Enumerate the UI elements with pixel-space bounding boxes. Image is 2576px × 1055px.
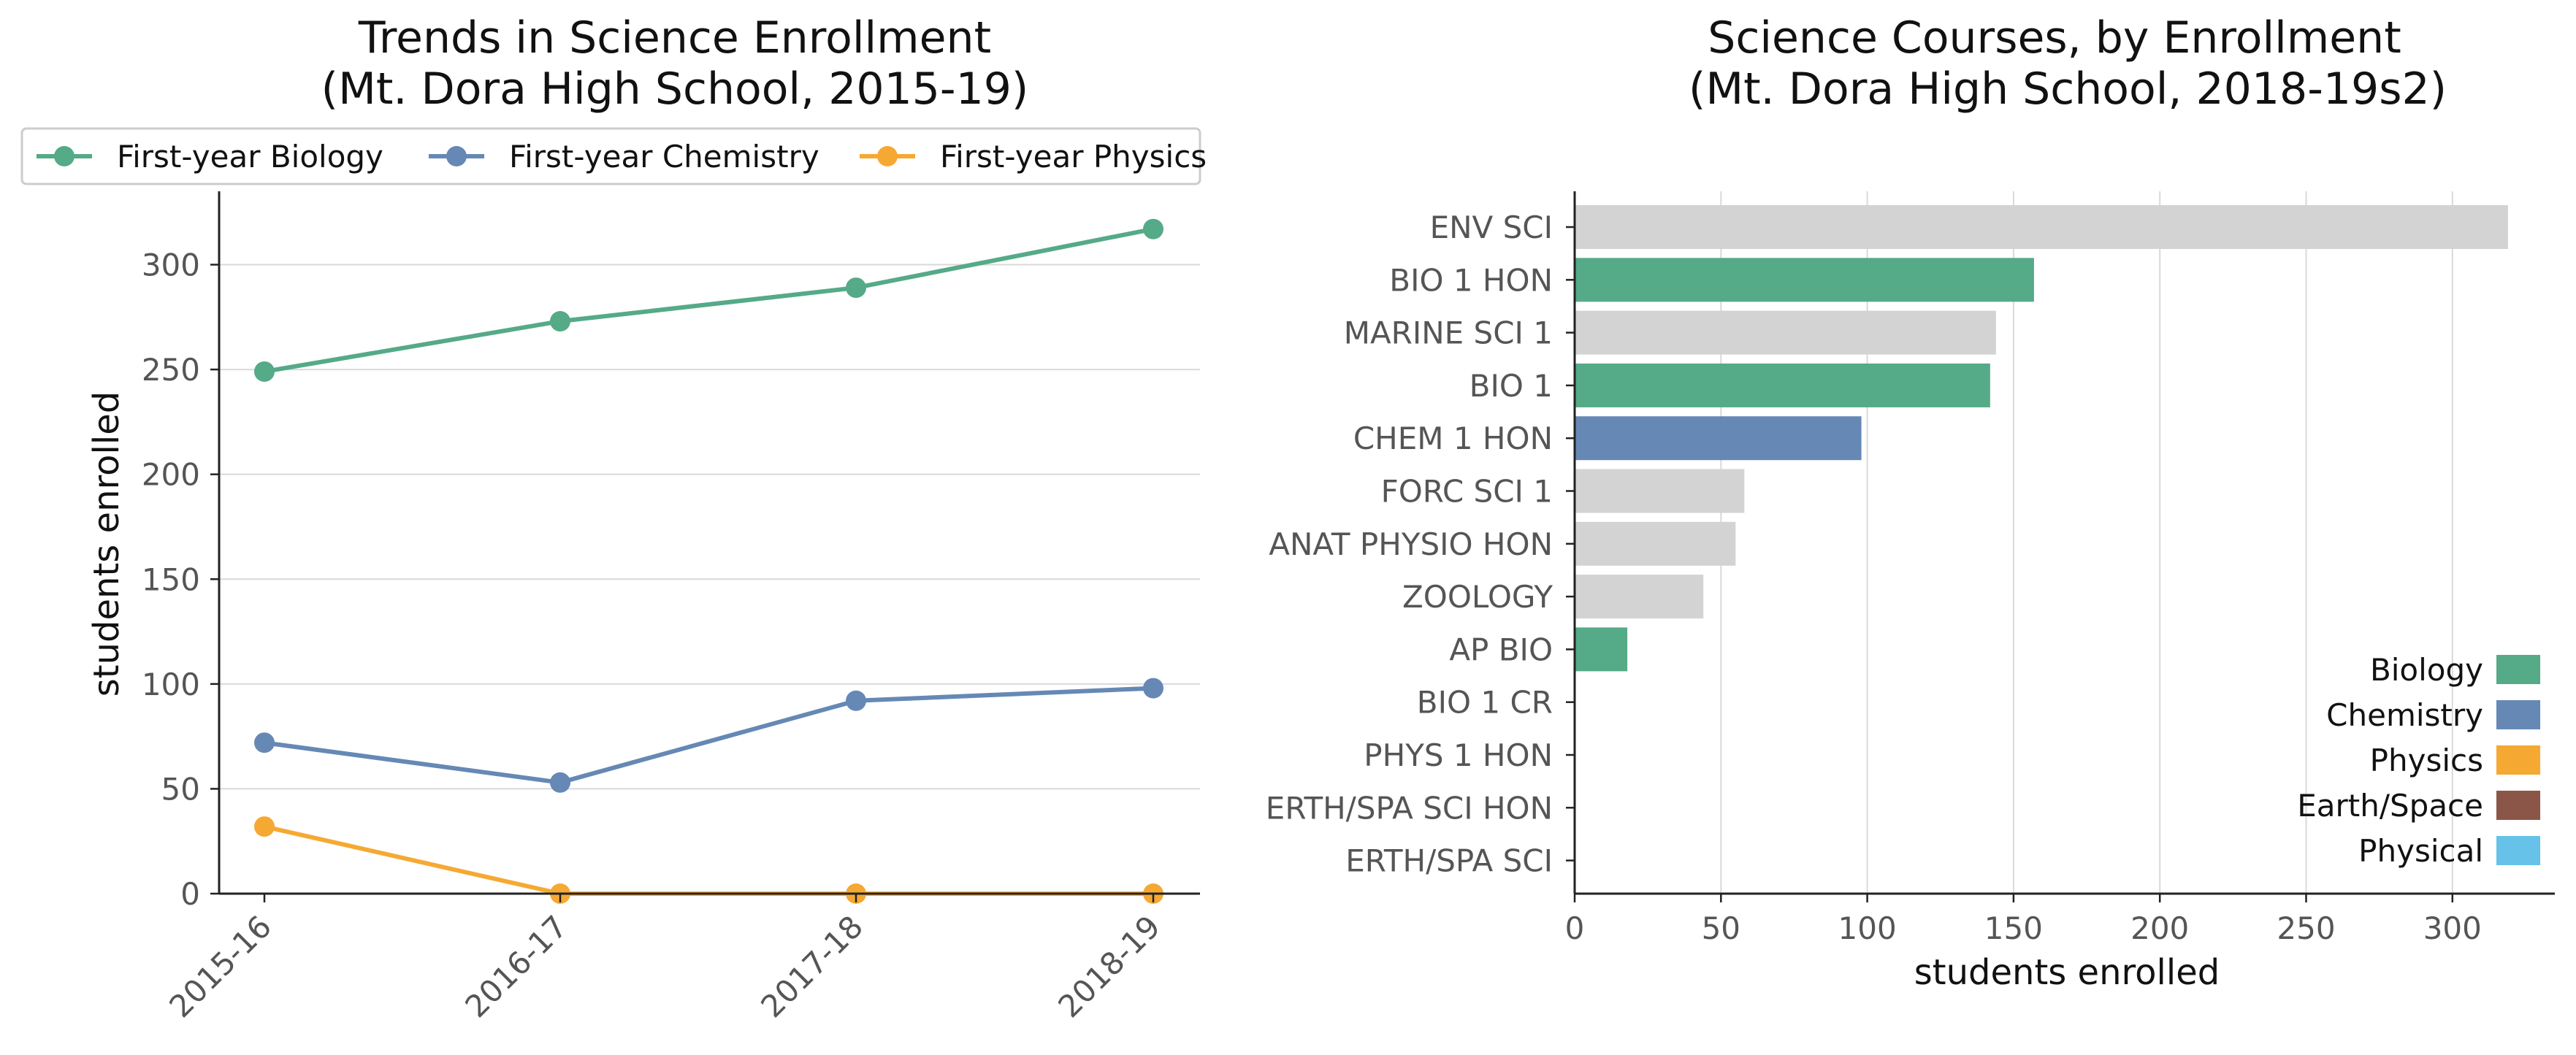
bar-ap-bio bbox=[1575, 627, 1628, 672]
right-x-tick-label: 150 bbox=[1984, 910, 2043, 946]
right-x-tick-label: 100 bbox=[1838, 910, 1897, 946]
right-category-label: CHEM 1 HON bbox=[1353, 421, 1553, 456]
left-x-tick-label: 2016-17 bbox=[458, 908, 574, 1024]
right-x-axis-label: students enrolled bbox=[1914, 952, 2220, 993]
legend-label-first-year-biology: First-year Biology bbox=[117, 139, 383, 174]
right-category-label: ERTH/SPA SCI bbox=[1345, 843, 1553, 879]
legend-label-physical: Physical bbox=[2358, 833, 2483, 869]
left-y-tick-label: 150 bbox=[142, 561, 200, 597]
left-legend-frame bbox=[20, 127, 1201, 185]
right-axes: 0 50 100 150 200 250 300 ENV SCI BIO 1 HON MARINE… bbox=[1266, 191, 2555, 946]
left-x-tick-label: 2017-18 bbox=[754, 908, 870, 1024]
data-point-first-year-chemistry bbox=[1143, 678, 1163, 699]
left-x-tick-label: 2018-19 bbox=[1051, 908, 1167, 1024]
legend-marker-first-year-physics bbox=[877, 146, 898, 166]
left-y-tick-label: 300 bbox=[142, 248, 200, 283]
data-point-first-year-biology bbox=[846, 277, 866, 299]
legend-label-physics: Physics bbox=[2370, 743, 2483, 778]
bar-chem-1-hon bbox=[1575, 416, 1862, 461]
left-axes: 0 50 100 150 200 250 300 2015-16 2016-17 2017-18 2… bbox=[142, 191, 1200, 1024]
right-category-label: ENV SCI bbox=[1430, 210, 1553, 245]
data-point-first-year-chemistry bbox=[846, 690, 866, 711]
enrollment-trends-chart: Trends in Science Enrollment (Mt. Dora H… bbox=[20, 12, 1207, 1024]
left-series bbox=[254, 218, 1163, 904]
right-category-label: BIO 1 HON bbox=[1389, 262, 1553, 298]
right-category-label: ZOOLOGY bbox=[1402, 579, 1553, 615]
legend-marker-first-year-chemistry bbox=[446, 146, 467, 166]
series-line-first-year-biology bbox=[264, 226, 1154, 374]
data-point-first-year-physics bbox=[254, 816, 275, 837]
right-chart-title-line2: (Mt. Dora High School, 2018-19s2) bbox=[1689, 64, 2447, 115]
legend-swatch-physical bbox=[2496, 836, 2540, 865]
legend-label-earth-space: Earth/Space bbox=[2297, 788, 2483, 824]
legend-marker-first-year-biology bbox=[54, 146, 74, 166]
right-x-tick-label: 50 bbox=[1702, 910, 1740, 946]
legend-label-first-year-physics: First-year Physics bbox=[940, 139, 1207, 174]
legend-label-first-year-chemistry: First-year Chemistry bbox=[509, 139, 819, 174]
left-legend: First-year Biology First-year Chemistry Fi… bbox=[20, 127, 1207, 185]
left-y-tick-label: 200 bbox=[142, 457, 200, 493]
left-grid bbox=[219, 264, 1200, 790]
left-x-tick-label: 2015-16 bbox=[162, 908, 278, 1024]
data-point-first-year-biology bbox=[254, 361, 275, 382]
right-category-label: FORC SCI 1 bbox=[1381, 474, 1553, 510]
legend-swatch-chemistry bbox=[2496, 700, 2540, 729]
right-x-tick-label: 0 bbox=[1565, 910, 1585, 946]
right-category-label: PHYS 1 HON bbox=[1364, 737, 1553, 773]
bar-zoology bbox=[1575, 575, 1704, 619]
bar-marine-sci-1 bbox=[1575, 310, 1996, 355]
left-y-tick-label: 50 bbox=[161, 771, 200, 807]
right-legend: Biology Chemistry Physics Earth/Space Physic… bbox=[2297, 652, 2540, 869]
legend-label-biology: Biology bbox=[2370, 652, 2483, 688]
right-x-tick-label: 200 bbox=[2130, 910, 2189, 946]
left-y-tick-label: 250 bbox=[142, 352, 200, 388]
series-line-first-year-chemistry bbox=[264, 686, 1154, 785]
right-x-tick-label: 300 bbox=[2423, 910, 2482, 946]
left-y-tick-label: 100 bbox=[142, 667, 200, 702]
right-bars bbox=[1575, 205, 2508, 672]
data-point-first-year-biology bbox=[1143, 218, 1163, 239]
right-x-tick-label: 250 bbox=[2277, 910, 2335, 946]
right-category-label: AP BIO bbox=[1449, 632, 1553, 667]
right-category-label: MARINE SCI 1 bbox=[1344, 315, 1553, 351]
right-category-label: BIO 1 CR bbox=[1417, 685, 1553, 721]
legend-swatch-physics bbox=[2496, 745, 2540, 775]
legend-label-chemistry: Chemistry bbox=[2326, 697, 2483, 733]
left-chart-title-line2: (Mt. Dora High School, 2015-19) bbox=[321, 64, 1029, 115]
left-y-tick-label: 0 bbox=[180, 876, 200, 912]
right-chart-title-line1: Science Courses, by Enrollment bbox=[1708, 12, 2401, 64]
left-chart-title-line1: Trends in Science Enrollment bbox=[358, 12, 991, 64]
bar-bio-1-hon bbox=[1575, 258, 2034, 302]
legend-swatch-earth-space bbox=[2496, 791, 2540, 820]
legend-swatch-biology bbox=[2496, 655, 2540, 684]
bar-anat-physio-hon bbox=[1575, 521, 1736, 566]
data-point-first-year-chemistry bbox=[550, 772, 570, 793]
bar-bio-1 bbox=[1575, 363, 1990, 407]
course-enrollment-chart: Science Courses, by Enrollment (Mt. Dora… bbox=[1266, 12, 2555, 993]
left-y-axis-label: students enrolled bbox=[86, 391, 127, 697]
right-category-label: ANAT PHYSIO HON bbox=[1269, 526, 1553, 562]
series-line-first-year-physics bbox=[264, 824, 1153, 896]
data-point-first-year-chemistry bbox=[254, 732, 275, 753]
bar-forc-sci-1 bbox=[1575, 469, 1745, 513]
right-category-label: ERTH/SPA SCI HON bbox=[1266, 790, 1553, 826]
data-point-first-year-biology bbox=[550, 311, 570, 332]
bar-env-sci bbox=[1575, 205, 2508, 249]
right-category-label: BIO 1 bbox=[1469, 368, 1553, 404]
